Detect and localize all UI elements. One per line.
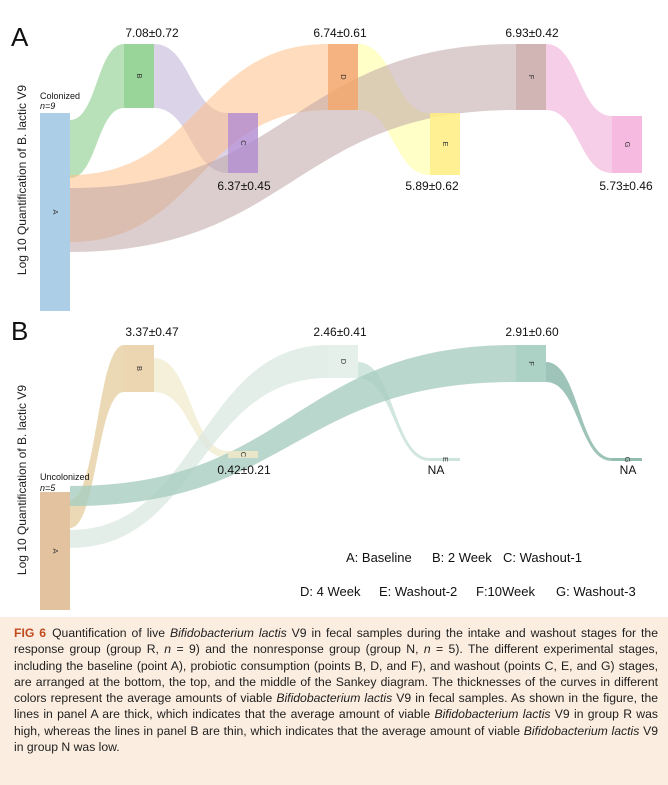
sankey-node-a bbox=[40, 113, 70, 311]
y-axis-label: Log 10 Quantification of B. lactic V9 bbox=[15, 385, 29, 575]
node-value-label: NA bbox=[428, 463, 445, 477]
node-letter: E bbox=[441, 457, 450, 462]
node-letter: E bbox=[441, 141, 450, 146]
figure-caption: FIG 6 Quantification of live Bifidobacter… bbox=[14, 625, 658, 755]
node-value-label: 6.74±0.61 bbox=[313, 26, 367, 40]
sankey-link-a-f bbox=[70, 345, 516, 506]
group-label: Colonized bbox=[40, 91, 80, 101]
node-value-label: 7.08±0.72 bbox=[125, 26, 179, 40]
legend-item: C: Washout-1 bbox=[503, 550, 582, 565]
caption-run: V9 in group R was high, whereas the line… bbox=[14, 707, 658, 738]
sankey-node-d bbox=[328, 44, 358, 110]
caption-run: V9 in fecal samples. As shown in the fig… bbox=[14, 691, 658, 722]
caption-italic-run: Bifidobacterium lactis bbox=[276, 691, 393, 706]
sankey-node-c bbox=[228, 451, 258, 458]
node-letter: A bbox=[51, 209, 60, 214]
caption-text: Quantification of live Bifidobacterium l… bbox=[14, 626, 658, 754]
node-letter: G bbox=[623, 142, 632, 148]
sankey-node-c bbox=[228, 113, 258, 173]
caption-italic-run: Bifidobacterium lactis bbox=[523, 723, 640, 738]
node-letter: F bbox=[527, 75, 536, 80]
sankey-node-a bbox=[40, 492, 70, 610]
node-value-label: 6.37±0.45 bbox=[217, 179, 271, 193]
caption-italic-run: Bifidobacterium lactis bbox=[434, 707, 551, 722]
node-value-label: 3.37±0.47 bbox=[125, 325, 179, 339]
n-label: n=5 bbox=[40, 483, 56, 493]
n-label: n=9 bbox=[40, 101, 55, 111]
legend-item: B: 2 Week bbox=[432, 550, 492, 565]
node-letter: A bbox=[51, 548, 60, 553]
node-value-label: 0.42±0.21 bbox=[217, 463, 271, 477]
node-value-label: 5.73±0.46 bbox=[599, 179, 653, 193]
sankey-panel-b: AB3.37±0.47C0.42±0.21D2.46±0.41ENAF2.91±… bbox=[40, 325, 642, 610]
sankey-link-f-g bbox=[546, 362, 612, 461]
legend-item: D: 4 Week bbox=[300, 584, 361, 599]
node-value-label: 6.93±0.42 bbox=[505, 26, 559, 40]
node-letter: D bbox=[339, 359, 348, 365]
sankey-node-e bbox=[430, 113, 460, 175]
panel-label: A bbox=[11, 22, 29, 52]
node-value-label: 2.91±0.60 bbox=[505, 325, 559, 339]
node-letter: F bbox=[527, 361, 536, 366]
legend-item: F:10Week bbox=[476, 584, 536, 599]
sankey-link-f-g bbox=[546, 44, 612, 173]
caption-run: = 5). The different experimental stages,… bbox=[14, 642, 658, 706]
sankey-link-a-f bbox=[70, 44, 516, 252]
sankey-node-e bbox=[430, 458, 460, 461]
caption-label: FIG 6 bbox=[14, 626, 47, 640]
sankey-link-b-c bbox=[154, 358, 228, 458]
node-letter: G bbox=[623, 457, 632, 463]
sankey-link-a-b bbox=[70, 44, 124, 178]
sankey-node-g bbox=[612, 458, 642, 461]
sankey-node-d bbox=[328, 345, 358, 378]
sankey-node-b bbox=[124, 44, 154, 108]
sankey-node-b bbox=[124, 345, 154, 392]
sankey-node-f bbox=[516, 44, 546, 110]
sankey-node-f bbox=[516, 345, 546, 382]
caption-run: V9 in group N was low. bbox=[14, 723, 658, 755]
legend-item: A: Baseline bbox=[346, 550, 412, 565]
node-value-label: 5.89±0.62 bbox=[405, 179, 459, 193]
caption-run: = 9) and the nonresponse group (group N, bbox=[171, 642, 424, 657]
group-label: Uncolonized bbox=[40, 472, 90, 482]
legend: A: Baseline B: 2 Week C: Washout-1 D: 4 Wee… bbox=[300, 550, 636, 599]
legend-item: G: Washout-3 bbox=[556, 584, 636, 599]
sankey-link-a-b bbox=[70, 345, 124, 528]
sankey-panel-a: A B 7.08±0.72 C 6.37±0.45 D 6.74±0.61 E 5.89±0.6… bbox=[40, 26, 653, 311]
node-letter: B bbox=[135, 73, 144, 78]
caption-run: V9 in fecal samples during the intake an… bbox=[14, 626, 658, 657]
sankey-figure: A B 7.08±0.72 C 6.37±0.45 D 6.74±0.61 E 5.89±0.6… bbox=[11, 22, 653, 610]
node-letter: B bbox=[135, 366, 144, 371]
sankey-link-a-d bbox=[70, 345, 328, 548]
caption-box: FIG 6 Quantification of live Bifidobacter… bbox=[0, 617, 668, 785]
node-letter: C bbox=[239, 140, 248, 146]
figure-panel: A B 7.08±0.72 C 6.37±0.45 D 6.74±0.61 E 5.89±0.6… bbox=[11, 22, 653, 610]
caption-italic-run: n bbox=[423, 642, 431, 657]
y-axis-label: Log 10 Quantification of B. lactic V9 bbox=[15, 85, 29, 275]
node-value-label: 2.46±0.41 bbox=[313, 325, 367, 339]
node-value-label: NA bbox=[620, 463, 637, 477]
sankey-node-g bbox=[612, 116, 642, 173]
caption-italic-run: n bbox=[164, 642, 172, 657]
caption-italic-run: Bifidobacterium lactis bbox=[169, 626, 287, 640]
node-letter: D bbox=[339, 74, 348, 80]
panel-label: B bbox=[11, 316, 28, 346]
node-letter: C bbox=[239, 452, 248, 458]
legend-item: E: Washout-2 bbox=[379, 584, 457, 599]
caption-run: Quantification of live bbox=[52, 626, 170, 640]
